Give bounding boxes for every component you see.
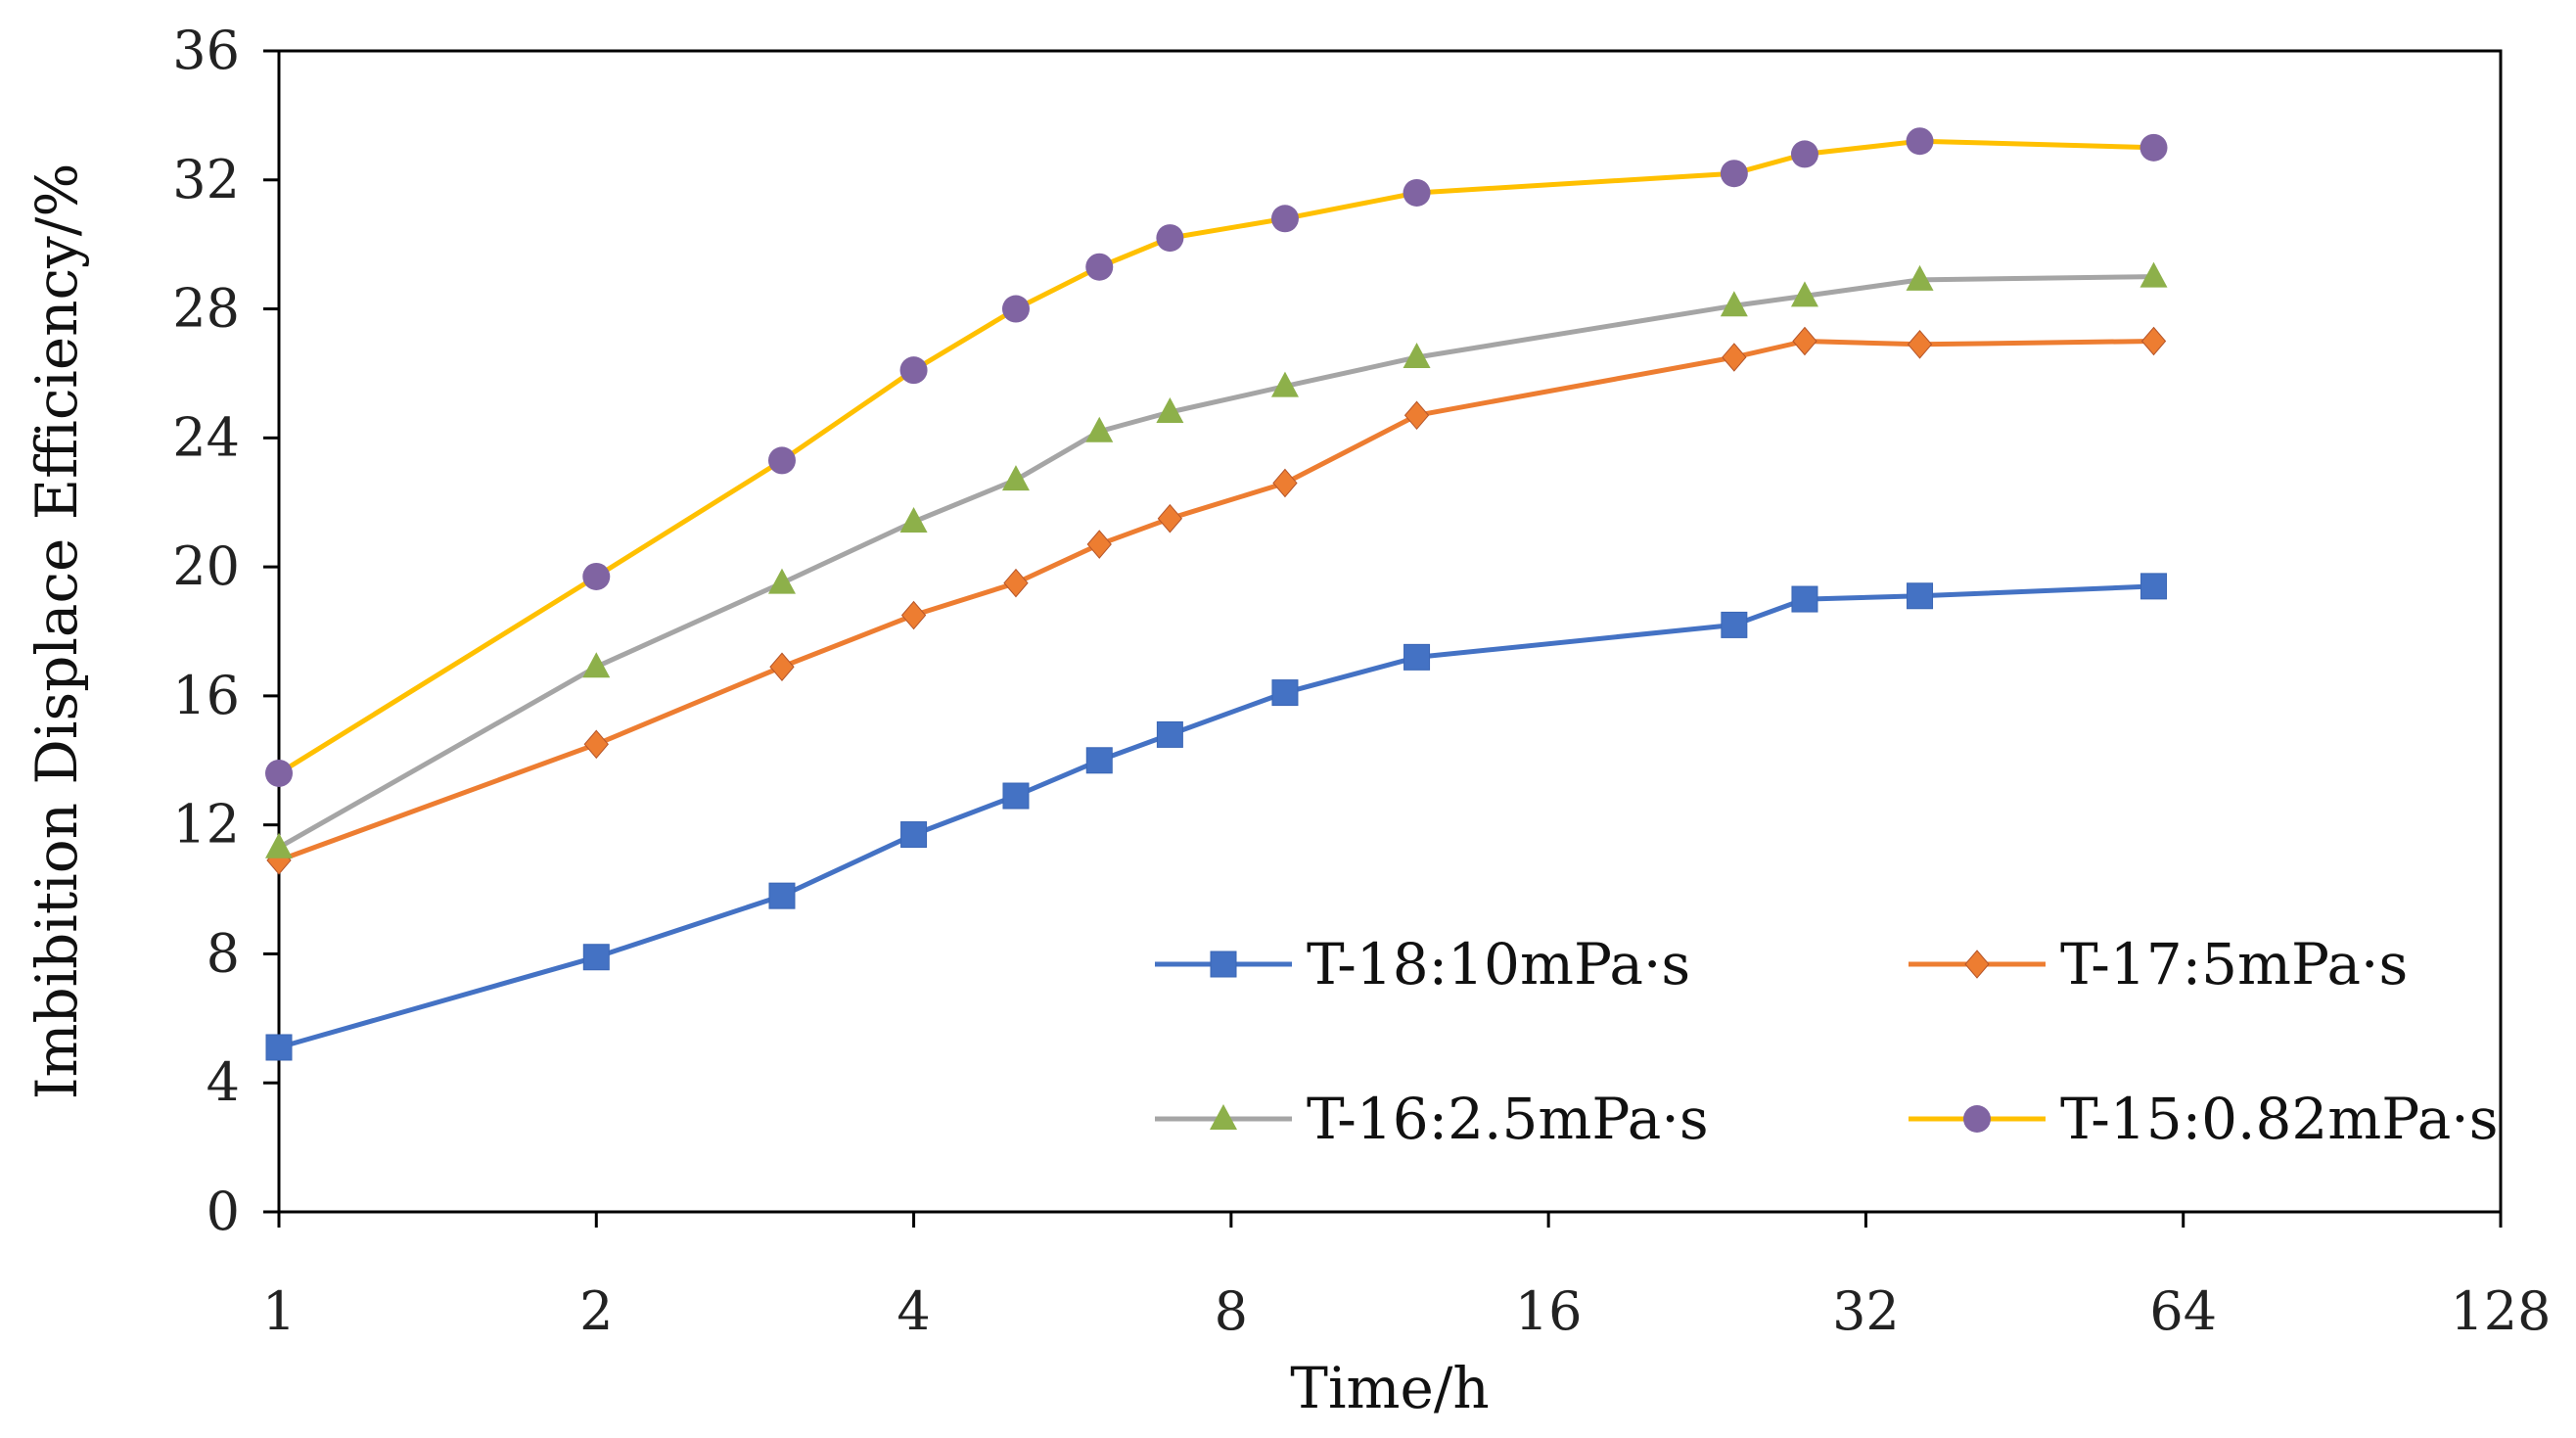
series-1 bbox=[265, 573, 2168, 1061]
data-point bbox=[265, 1034, 293, 1061]
data-point bbox=[582, 944, 610, 971]
y-tick-label: 24 bbox=[172, 406, 240, 468]
y-tick-label: 20 bbox=[172, 535, 240, 597]
x-tick-label: 1 bbox=[262, 1280, 296, 1342]
series-layer bbox=[265, 127, 2168, 1061]
data-point bbox=[1721, 611, 1748, 638]
data-point bbox=[1156, 720, 1183, 748]
data-point bbox=[1403, 400, 1430, 431]
x-tick-label: 4 bbox=[897, 1280, 930, 1342]
data-point bbox=[1792, 326, 1817, 356]
data-point bbox=[1906, 264, 1934, 291]
x-axis-title: Time/h bbox=[1290, 1355, 1489, 1421]
data-point bbox=[900, 600, 927, 630]
x-tick-label: 16 bbox=[1515, 1280, 1583, 1342]
legend-label: T-15:0.82mPa·s bbox=[2060, 1086, 2499, 1152]
data-point bbox=[1086, 530, 1112, 559]
data-point bbox=[1403, 342, 1431, 368]
data-point bbox=[1002, 782, 1030, 810]
y-tick-label: 28 bbox=[172, 278, 240, 340]
data-point bbox=[1906, 127, 1934, 156]
y-tick-label: 0 bbox=[207, 1181, 240, 1242]
data-point bbox=[1001, 295, 1030, 323]
data-point bbox=[583, 729, 609, 760]
data-point bbox=[900, 821, 928, 849]
y-axis-title: Imbibition Displace Efficiency/% bbox=[23, 163, 90, 1100]
y-tick-label: 8 bbox=[207, 922, 240, 984]
data-point bbox=[899, 356, 928, 385]
data-point bbox=[1271, 679, 1299, 707]
series-4 bbox=[265, 127, 2168, 787]
legend: T-18:10mPa·s T-17:5mPa·s T-16:2.5mPa·s T-15… bbox=[1155, 931, 2499, 1152]
series-line bbox=[277, 138, 2154, 776]
legend-marker bbox=[1210, 1104, 1237, 1130]
series-line bbox=[278, 583, 2154, 1050]
data-point bbox=[1003, 568, 1029, 598]
data-point bbox=[1085, 747, 1113, 774]
x-tick-label: 32 bbox=[1832, 1280, 1900, 1342]
data-point bbox=[1907, 582, 1934, 610]
data-point bbox=[769, 652, 795, 682]
data-point bbox=[1270, 205, 1299, 233]
data-point bbox=[2139, 133, 2168, 162]
legend-marker bbox=[1210, 951, 1237, 978]
data-point bbox=[767, 446, 796, 475]
y-tick-label: 4 bbox=[207, 1051, 240, 1113]
legend-marker bbox=[1963, 1105, 1991, 1133]
legend-entry: T-16:2.5mPa·s bbox=[1155, 1086, 1709, 1152]
data-point bbox=[1156, 224, 1184, 253]
series-3 bbox=[265, 261, 2168, 858]
legend-entry: T-18:10mPa·s bbox=[1155, 931, 1690, 997]
data-point bbox=[1085, 253, 1114, 281]
data-point bbox=[1001, 465, 1030, 491]
data-point bbox=[1156, 396, 1184, 423]
data-point bbox=[582, 562, 611, 590]
series-2 bbox=[266, 326, 2167, 875]
data-point bbox=[2140, 573, 2168, 600]
plot-frame bbox=[277, 49, 2503, 1214]
legend-marker bbox=[1964, 950, 1990, 979]
data-point bbox=[768, 882, 796, 909]
data-point bbox=[1085, 416, 1114, 442]
x-tick-label: 64 bbox=[2149, 1280, 2217, 1342]
data-point bbox=[1403, 178, 1431, 207]
data-point bbox=[1270, 371, 1299, 397]
y-tick-label: 32 bbox=[172, 149, 240, 210]
data-point bbox=[1791, 585, 1818, 613]
data-point bbox=[1720, 160, 1748, 188]
data-point bbox=[1722, 343, 1747, 372]
data-point bbox=[582, 652, 611, 678]
data-point bbox=[2140, 326, 2167, 356]
data-point bbox=[1720, 291, 1748, 317]
legend-label: T-16:2.5mPa·s bbox=[1307, 1086, 1709, 1152]
data-point bbox=[265, 759, 293, 787]
data-point bbox=[265, 832, 293, 858]
x-tick-label: 128 bbox=[2450, 1280, 2551, 1342]
data-point bbox=[1790, 140, 1818, 168]
data-point bbox=[1272, 468, 1298, 498]
legend-entry: T-15:0.82mPa·s bbox=[1909, 1086, 2499, 1152]
series-line bbox=[277, 274, 2154, 850]
legend-label: T-17:5mPa·s bbox=[2060, 931, 2408, 997]
data-point bbox=[1157, 503, 1183, 533]
data-point bbox=[1403, 643, 1431, 671]
x-tick-label: 2 bbox=[579, 1280, 613, 1342]
y-tick-label: 36 bbox=[172, 20, 240, 81]
legend-label: T-18:10mPa·s bbox=[1307, 931, 1690, 997]
data-point bbox=[1790, 281, 1818, 307]
data-point bbox=[1907, 330, 1933, 359]
y-tick-label: 16 bbox=[172, 665, 240, 726]
data-point bbox=[2139, 261, 2168, 288]
data-point bbox=[899, 506, 928, 533]
data-point bbox=[767, 568, 796, 594]
y-tick-label: 12 bbox=[172, 794, 240, 856]
legend-entry: T-17:5mPa·s bbox=[1909, 931, 2408, 997]
x-tick-label: 8 bbox=[1215, 1280, 1248, 1342]
